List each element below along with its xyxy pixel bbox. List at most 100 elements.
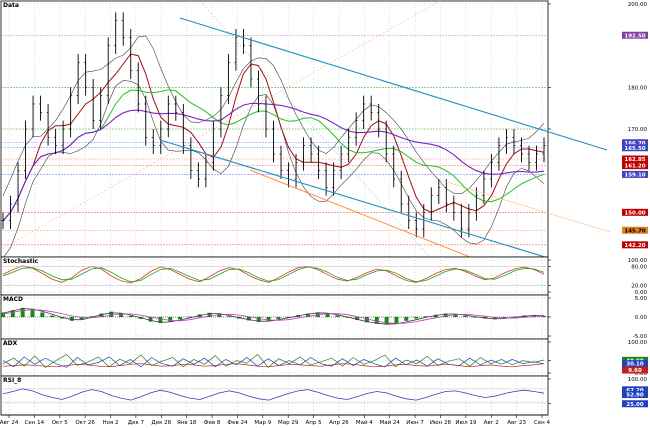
price-level-badge [622,170,648,178]
y-tick-label: 180.00 [628,85,648,91]
macd-hist-bar [178,317,183,320]
macd-signal-line [2,309,545,324]
x-axis: Авг 24 Сен 14 Окт 5 Окт 26 Ноя 2 Дек 7 Дек 28 Я… [0,414,551,426]
rsi-value-badge [622,400,648,408]
x-tick-label: Июн 7 [406,420,424,426]
trend-channel-upper [179,17,608,151]
macd-hist-bar [384,317,389,325]
adx-value-badge [622,360,648,368]
moving-average-slow [2,102,545,222]
x-tick-label: Сен 4 [534,420,551,426]
macd-hist-bar [512,316,517,318]
bollinger-upper [2,35,545,196]
fan-line-teal [199,0,431,258]
macd-hist-bar [246,317,251,321]
price-level-badge [622,31,648,39]
chart-panels: 200.00 180.00 170.00 Data 192.50 166.70165.50… [0,0,648,416]
macd-hist-bar [119,313,124,317]
x-tick-label: Мар 29 [278,420,299,426]
macd-hist-bar [473,317,478,318]
macd-hist-bar [286,317,291,318]
y-tick-label: 20.00 [631,284,647,290]
fan-line-red [0,0,441,251]
panel-data: 200.00 180.00 170.00 Data 192.50 166.70165.50… [0,0,648,259]
price-level-label: 165.50 [624,146,645,152]
x-tick-label: Апр 5 [306,420,323,426]
x-tick-label: Фев 24 [227,420,248,426]
adx-line [2,363,545,368]
macd-hist-bar [168,317,173,322]
macd-hist-bar [276,317,281,319]
macd-hist-bar [217,313,222,317]
stochastic-d-line [2,266,545,283]
macd-hist-bar [423,316,428,317]
adx-value-label: 9.60 [628,368,642,374]
price-level-badge [622,241,648,249]
macd-hist-bar [50,315,55,317]
macd-hist-bar [463,315,468,317]
x-tick-label: Авг 2 [484,420,499,426]
trend-line-orange [249,169,471,258]
x-tick-label: Июл 19 [455,420,477,426]
x-tick-label: Дек 7 [128,420,145,426]
x-tick-label: Апр 26 [329,420,349,426]
fan-line-orange [439,179,611,233]
macd-hist-bar [109,311,114,317]
macd-hist-bar [335,315,340,317]
rsi-line [2,388,545,401]
panel-frame [0,338,549,377]
panel-frame [0,256,549,296]
x-tick-label: Авг 23 [507,420,526,426]
adx-value-badge [622,366,648,374]
x-tick-label: Янв 18 [177,420,197,426]
y-tick-label: 80.00 [631,264,647,270]
macd-hist-bar [99,313,104,317]
macd-hist-bar [128,315,133,317]
macd-hist-bar [266,317,271,321]
x-tick-label: Авг 24 [0,420,19,426]
price-level-label: 162.85 [624,157,645,163]
y-tick-label: 100.00 [628,258,648,264]
x-tick-label: Окт 5 [52,420,69,426]
price-level-label: 161.20 [624,164,645,170]
price-level-label: 166.70 [624,141,645,147]
panel-title: RSI_8 [3,377,21,384]
y-tick-label: 170.00 [628,127,648,133]
adx-plus-di-line [2,353,545,368]
macd-hist-bar [10,310,15,317]
rsi-value-label: 52.90 [626,393,644,399]
macd-hist-bar [69,317,74,321]
y-tick-label: 5.00 [635,296,648,302]
macd-hist-bar [325,313,330,317]
macd-hist-bar [1,312,5,317]
macd-hist-bar [79,317,84,320]
macd-hist-bar [355,317,360,321]
y-tick-label: 0.00 [635,290,648,296]
price-level-badge [622,208,648,216]
price-level-label: 145.70 [624,228,645,234]
macd-hist-bar [207,312,212,317]
rsi-value-label: 67.20 [626,388,644,394]
panel-adx: 100.0040.000.00ADX40.9030.109.60 [0,338,648,377]
panel-title: Stochastic [3,258,39,265]
macd-hist-bar [502,317,507,319]
y-tick-label: 0.00 [635,371,648,377]
x-tick-label: Сен 14 [25,420,45,426]
macd-hist-bar [453,314,458,317]
y-tick-label: -5.00 [633,334,648,340]
x-tick-label: Июн 28 [430,420,452,426]
macd-hist-bar [256,317,261,322]
x-tick-label: Май 4 [356,419,373,426]
price-level-badge [622,155,648,163]
macd-hist-bar [404,317,409,321]
y-tick-label: 100.00 [628,377,648,383]
y-tick-label: 200.00 [628,2,648,8]
macd-hist-bar [89,316,94,317]
macd-hist-bar [158,317,163,324]
rsi-value-label: 25.00 [626,402,644,408]
panel-title: ADX [3,340,18,347]
macd-hist-bar [414,317,419,319]
x-tick-label: Мар 9 [254,420,271,426]
macd-hist-bar [305,313,310,317]
